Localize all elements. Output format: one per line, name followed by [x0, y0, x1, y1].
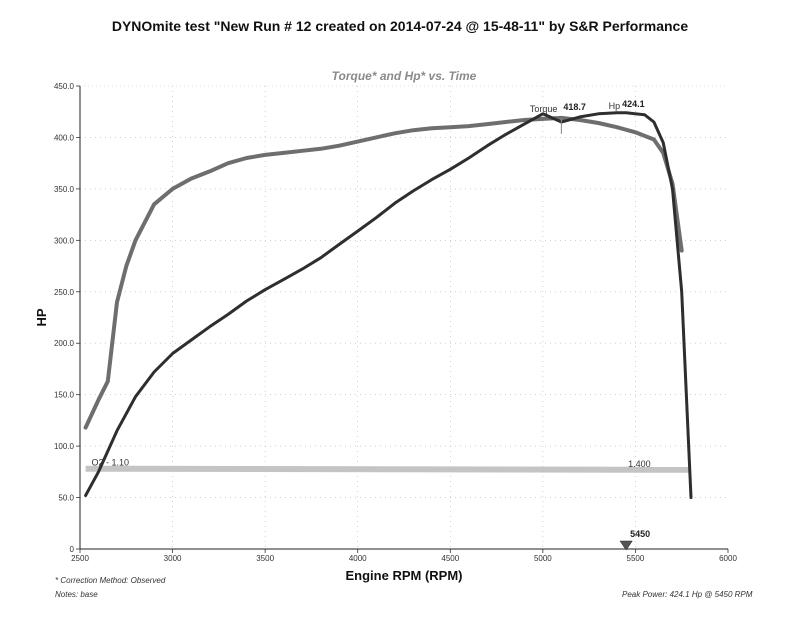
- rpm-marker-label: 5450: [630, 529, 650, 539]
- x-tick-label: 4000: [349, 554, 367, 563]
- y-tick-label: 200.0: [54, 339, 75, 348]
- x-tick-label: 6000: [719, 554, 737, 563]
- y-tick-label: 300.0: [54, 236, 75, 245]
- y-tick-label: 450.0: [54, 82, 75, 91]
- o2-end-label: 1.400: [628, 459, 651, 469]
- hp-peak-value: 424.1: [622, 99, 645, 109]
- x-tick-label: 4500: [441, 554, 459, 563]
- y-tick-label: 100.0: [54, 442, 75, 451]
- y-tick-label: 0: [70, 545, 75, 554]
- chart-subtitle: Torque* and Hp* vs. Time: [332, 69, 477, 83]
- grid: [80, 86, 728, 549]
- o2-start-label: O2 - 1.10: [92, 458, 130, 468]
- series-layer: [83, 111, 693, 500]
- correction-method-note: * Correction Method: Observed: [55, 576, 166, 585]
- y-tick-label: 50.0: [58, 494, 74, 503]
- y-tick-label: 400.0: [54, 133, 75, 142]
- y-tick-label: 350.0: [54, 185, 75, 194]
- rpm-marker-triangle: [619, 540, 633, 551]
- x-tick-label: 3500: [256, 554, 274, 563]
- notes-text: Notes: base: [55, 590, 98, 599]
- y-tick-label: 150.0: [54, 391, 75, 400]
- axes: 0 50.0 100.0 150.0 200.0 250.0 300.0 350.0 400.0…: [54, 82, 737, 563]
- y-tick-label: 250.0: [54, 288, 75, 297]
- chart-title: DYNOmite test "New Run # 12 created on 2…: [111, 18, 689, 34]
- hp-peak-name: Hp: [609, 101, 621, 111]
- x-tick-label: 5000: [534, 554, 552, 563]
- labels: Engine RPM (RPM) HP Torque* and Hp* vs. Ti…: [34, 69, 651, 583]
- series-hp-line: [84, 111, 693, 500]
- series-o2-line: [85, 465, 692, 473]
- y-axis-title: HP: [34, 308, 49, 326]
- x-axis-title: Engine RPM (RPM): [346, 568, 463, 583]
- x-tick-label: 3000: [164, 554, 182, 563]
- x-tick-label: 5500: [627, 554, 645, 563]
- torque-peak-value: 418.7: [563, 102, 586, 112]
- peak-power-note: Peak Power: 424.1 Hp @ 5450 RPM: [622, 590, 753, 599]
- series-torque-line: [83, 115, 684, 430]
- x-tick-label: 2500: [71, 554, 89, 563]
- torque-peak-name: Torque: [530, 104, 558, 114]
